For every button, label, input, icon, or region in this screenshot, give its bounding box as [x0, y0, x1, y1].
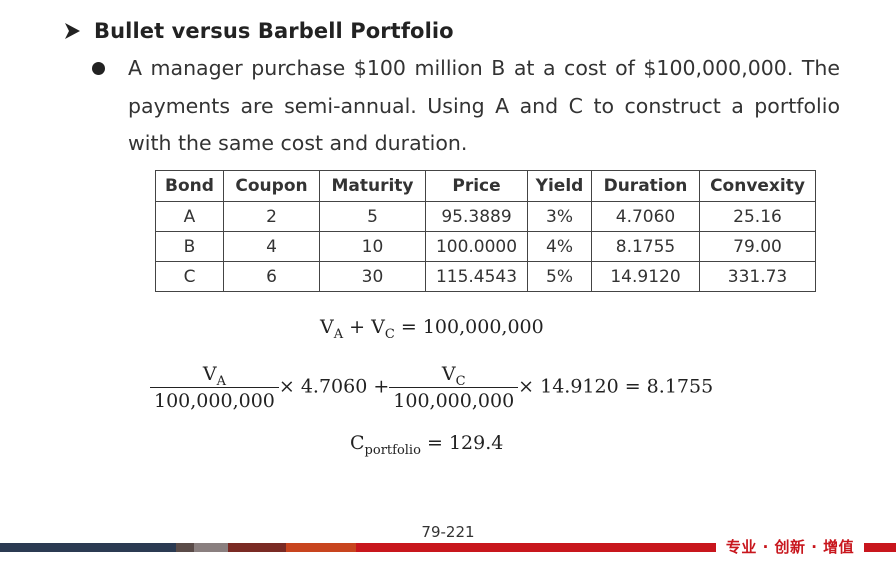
- table-header-cell: Convexity: [699, 170, 816, 202]
- vc-subscript: C: [455, 374, 466, 389]
- table-header-cell: Duration: [591, 170, 700, 202]
- equals-sign: =: [400, 316, 417, 338]
- table-cell: 30: [319, 261, 426, 292]
- bond-table: Bond Coupon Maturity Price Yield Duratio…: [155, 170, 816, 292]
- brand-slogan-box: 专业 · 创新 · 增值: [716, 534, 864, 558]
- page-number: 79-221: [421, 523, 475, 541]
- table-cell: 6: [223, 261, 320, 292]
- table-cell: 3%: [527, 201, 592, 232]
- table-header-cell: Maturity: [319, 170, 426, 202]
- table-cell: 25.16: [699, 201, 816, 232]
- vc-subscript: C: [384, 327, 395, 342]
- table-cell: B: [155, 231, 224, 262]
- table-cell: A: [155, 201, 224, 232]
- convexity-value: 129.4: [448, 432, 504, 454]
- table-header-cell: Price: [425, 170, 528, 202]
- equation-duration: VA 100,000,000 × 4.7060 + VC 100,000,000…: [150, 363, 713, 412]
- va-symbol: V: [202, 363, 217, 385]
- vc-symbol: V: [371, 316, 385, 338]
- table-cell: 79.00: [699, 231, 816, 262]
- equation-convexity: Cportfolio = 129.4: [350, 432, 504, 458]
- slide-heading: Bullet versus Barbell Portfolio: [62, 16, 454, 46]
- fraction-vc: VC 100,000,000: [389, 363, 519, 412]
- table-cell: 115.4543: [425, 261, 528, 292]
- table-header-row: Bond Coupon Maturity Price Yield Duratio…: [155, 170, 816, 202]
- table-cell: 331.73: [699, 261, 816, 292]
- portfolio-subscript: portfolio: [364, 443, 421, 458]
- table-cell: 4: [223, 231, 320, 262]
- table-cell: 8.1755: [591, 231, 700, 262]
- table-row: C 6 30 115.4543 5% 14.9120 331.73: [155, 261, 816, 292]
- footer-color-bar: [0, 543, 896, 552]
- vc-symbol: V: [441, 363, 456, 385]
- footer-segment-orange: [286, 543, 356, 552]
- cost-value: 100,000,000: [422, 316, 544, 338]
- table-header-cell: Bond: [155, 170, 224, 202]
- plus-sign: +: [349, 316, 366, 338]
- table-header-cell: Yield: [527, 170, 592, 202]
- footer-segment-gray: [194, 543, 228, 552]
- table-cell: 4%: [527, 231, 592, 262]
- equation-cost: VA + VC = 100,000,000: [320, 316, 544, 342]
- duration-term-a: × 4.7060 +: [278, 375, 390, 398]
- footer-segment-navy: [0, 543, 176, 552]
- fraction-denominator: 100,000,000: [154, 390, 275, 412]
- c-symbol: C: [350, 432, 365, 454]
- va-subscript: A: [333, 327, 344, 342]
- table-cell: 10: [319, 231, 426, 262]
- table-cell: 5: [319, 201, 426, 232]
- fraction-denominator: 100,000,000: [393, 390, 515, 412]
- fraction-va: VA 100,000,000: [150, 363, 279, 412]
- va-symbol: V: [320, 316, 334, 338]
- table-cell: 14.9120: [591, 261, 700, 292]
- table-row: A 2 5 95.3889 3% 4.7060 25.16: [155, 201, 816, 232]
- footer-segment-dark-red: [228, 543, 286, 552]
- table-cell: 4.7060: [591, 201, 700, 232]
- arrow-right-icon: [65, 23, 80, 39]
- problem-statement: A manager purchase $100 million B at a c…: [128, 56, 840, 155]
- table-cell: 95.3889: [425, 201, 528, 232]
- footer-segment-brown: [176, 543, 194, 552]
- table-cell: 5%: [527, 261, 592, 292]
- footer-segment-red: [356, 543, 896, 552]
- va-subscript: A: [216, 374, 226, 389]
- table-row: B 4 10 100.0000 4% 8.1755 79.00: [155, 231, 816, 262]
- equals-sign: =: [426, 432, 443, 454]
- table-cell: 2: [223, 201, 320, 232]
- table-cell: 100.0000: [425, 231, 528, 262]
- table-header-cell: Coupon: [223, 170, 320, 202]
- brand-slogan: 专业 · 创新 · 增值: [725, 537, 855, 556]
- bullet-dot-icon: [92, 62, 105, 75]
- duration-term-c: × 14.9120 = 8.1755: [518, 375, 714, 398]
- table-cell: C: [155, 261, 224, 292]
- heading-title: Bullet versus Barbell Portfolio: [94, 19, 454, 43]
